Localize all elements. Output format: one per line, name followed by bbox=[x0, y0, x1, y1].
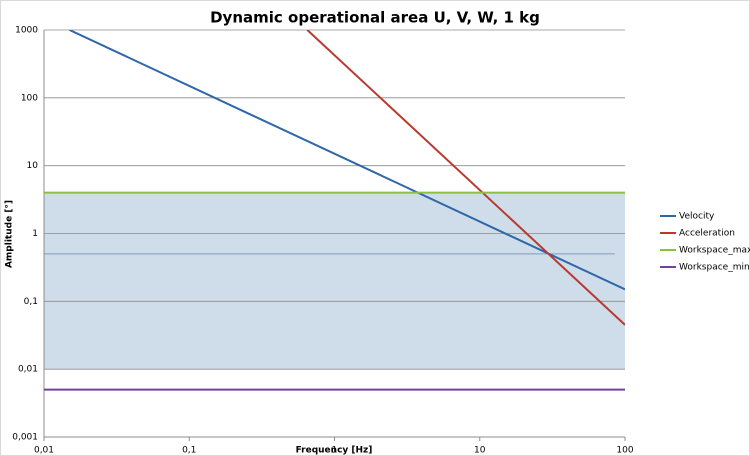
y-tick-label: 1000 bbox=[15, 26, 38, 36]
y-tick-label: 10 bbox=[27, 161, 39, 171]
x-tick-label: 10 bbox=[474, 446, 486, 456]
chart-title: Dynamic operational area U, V, W, 1 kg bbox=[210, 9, 540, 27]
series-line bbox=[306, 30, 625, 326]
y-axis-label: Amplitude [°] bbox=[5, 200, 15, 268]
y-tick-label: 0,1 bbox=[24, 297, 38, 307]
x-tick-label: 100 bbox=[616, 446, 633, 456]
legend-label: Workspace_max bbox=[679, 246, 750, 256]
legend-label: Acceleration bbox=[679, 229, 735, 239]
y-tick-label: 0,01 bbox=[18, 365, 38, 375]
shaded-area bbox=[44, 192, 625, 370]
x-tick-label: 0,1 bbox=[182, 446, 196, 456]
legend-label: Workspace_min bbox=[679, 263, 750, 273]
x-tick-label: 0,01 bbox=[34, 446, 54, 456]
series-line bbox=[69, 30, 625, 291]
legend-label: Velocity bbox=[679, 212, 715, 222]
y-tick-label: 0,001 bbox=[12, 433, 38, 443]
y-tick-label: 1 bbox=[32, 229, 38, 239]
x-axis-label: Frequency [Hz] bbox=[296, 446, 373, 456]
x-tick-label: 1 bbox=[332, 446, 338, 456]
y-tick-label: 100 bbox=[21, 93, 38, 103]
